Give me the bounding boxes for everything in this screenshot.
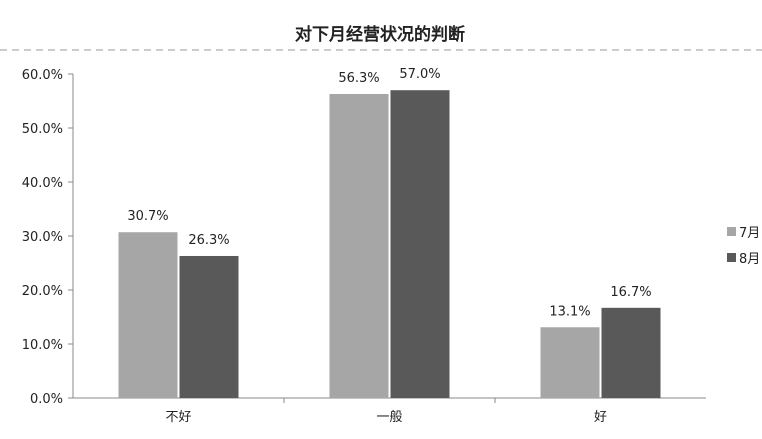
y-tick-label: 30.0% xyxy=(22,230,63,245)
data-label: 56.3% xyxy=(338,71,379,86)
bar-7月-一般 xyxy=(329,93,389,398)
bar-8月-好 xyxy=(601,307,661,398)
legend-label: 8月 xyxy=(739,252,760,267)
legend-label: 7月 xyxy=(739,226,760,241)
bar-8月-不好 xyxy=(179,255,239,398)
y-tick-label: 60.0% xyxy=(22,68,63,83)
legend-swatch-7月 xyxy=(727,227,736,236)
bar-8月-一般 xyxy=(390,90,450,398)
y-tick-label: 50.0% xyxy=(22,122,63,137)
legend-swatch-8月 xyxy=(727,253,736,262)
y-tick-label: 20.0% xyxy=(22,284,63,299)
bar-7月-不好 xyxy=(118,232,178,398)
x-tick-label: 好 xyxy=(594,410,607,425)
data-label: 16.7% xyxy=(610,285,651,300)
x-tick-label: 不好 xyxy=(165,410,191,425)
y-tick-label: 0.0% xyxy=(30,392,63,407)
data-label: 26.3% xyxy=(188,233,229,248)
bar-7月-好 xyxy=(540,327,600,398)
y-tick-label: 10.0% xyxy=(22,338,63,353)
y-tick-label: 40.0% xyxy=(22,176,63,191)
data-label: 57.0% xyxy=(399,67,440,82)
data-label: 13.1% xyxy=(549,304,590,319)
x-tick-label: 一般 xyxy=(376,409,402,425)
chart-title: 对下月经营状况的判断 xyxy=(295,24,465,45)
data-label: 30.7% xyxy=(127,209,168,224)
